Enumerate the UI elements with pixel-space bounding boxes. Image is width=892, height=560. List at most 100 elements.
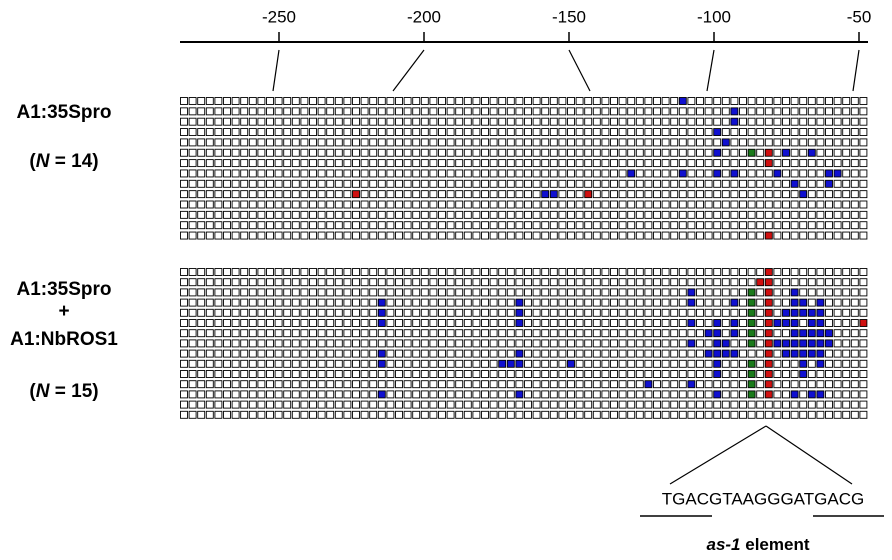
unmethylated-site: [610, 179, 618, 188]
unmethylated-site: [498, 329, 507, 338]
unmethylated-site: [618, 159, 627, 168]
unmethylated-site: [506, 128, 515, 137]
unmethylated-site: [291, 380, 300, 389]
unmethylated-site: [360, 359, 369, 368]
methylated-site: [799, 359, 808, 368]
unmethylated-site: [498, 278, 507, 287]
methylated-site: [377, 359, 386, 368]
unmethylated-site: [739, 278, 747, 287]
unmethylated-site: [773, 390, 782, 399]
unmethylated-site: [326, 117, 335, 126]
unmethylated-site: [283, 159, 292, 168]
unmethylated-site: [248, 288, 257, 297]
unmethylated-site: [343, 298, 352, 307]
methylated-site: [782, 308, 790, 317]
unmethylated-site: [420, 329, 429, 338]
unmethylated-site: [696, 329, 704, 338]
unmethylated-site: [214, 298, 223, 307]
unmethylated-site: [326, 190, 335, 199]
unmethylated-site: [773, 329, 782, 338]
unmethylated-site: [567, 210, 575, 219]
unmethylated-site: [610, 410, 618, 419]
unmethylated-site: [334, 200, 343, 209]
unmethylated-site: [429, 288, 438, 297]
unmethylated-site: [472, 190, 481, 199]
methylated-site: [816, 308, 825, 317]
unmethylated-site: [334, 390, 343, 399]
unmethylated-site: [653, 190, 661, 199]
unmethylated-site: [506, 380, 515, 389]
unmethylated-site: [704, 97, 713, 105]
unmethylated-site: [524, 390, 532, 399]
unmethylated-site: [377, 138, 386, 147]
unmethylated-site: [180, 370, 188, 378]
unmethylated-site: [438, 329, 446, 338]
methylated-site: [816, 329, 825, 338]
unmethylated-site: [506, 329, 515, 338]
unmethylated-site: [231, 349, 240, 358]
unmethylated-site: [558, 329, 567, 338]
unmethylated-site: [438, 308, 446, 317]
unmethylated-site: [266, 97, 274, 105]
unmethylated-site: [524, 359, 532, 368]
unmethylated-site: [446, 410, 455, 419]
unmethylated-site: [248, 221, 257, 230]
unmethylated-site: [739, 221, 747, 230]
unmethylated-site: [403, 107, 412, 116]
unmethylated-site: [635, 107, 644, 116]
unmethylated-site: [455, 231, 464, 240]
unmethylated-site: [214, 128, 223, 137]
unmethylated-site: [713, 268, 722, 276]
unmethylated-site: [799, 179, 808, 188]
unmethylated-site: [635, 370, 644, 378]
unmethylated-site: [386, 410, 395, 419]
unmethylated-site: [773, 298, 782, 307]
methylated-site: [825, 169, 833, 178]
unmethylated-site: [833, 298, 842, 307]
unmethylated-site: [644, 200, 653, 209]
unmethylated-site: [248, 319, 257, 327]
unmethylated-site: [721, 370, 730, 378]
unmethylated-site: [326, 97, 335, 105]
unmethylated-site: [369, 179, 378, 188]
unmethylated-site: [592, 148, 601, 157]
methylated-site: [549, 190, 558, 199]
unmethylated-site: [610, 380, 618, 389]
unmethylated-site: [764, 97, 773, 105]
unmethylated-site: [214, 339, 223, 348]
unmethylated-site: [352, 97, 360, 105]
unmethylated-site: [661, 288, 670, 297]
unmethylated-site: [266, 308, 274, 317]
methylated-site: [721, 339, 730, 348]
methylated-site: [782, 349, 790, 358]
unmethylated-site: [678, 349, 687, 358]
unmethylated-site: [635, 128, 644, 137]
unmethylated-site: [506, 97, 515, 105]
unmethylated-site: [412, 179, 421, 188]
unmethylated-site: [257, 117, 266, 126]
unmethylated-site: [558, 169, 567, 178]
unmethylated-site: [661, 117, 670, 126]
unmethylated-site: [266, 138, 274, 147]
unmethylated-site: [412, 380, 421, 389]
unmethylated-site: [326, 380, 335, 389]
unmethylated-site: [584, 268, 593, 276]
unmethylated-site: [248, 190, 257, 199]
unmethylated-site: [197, 97, 206, 105]
unmethylated-site: [352, 390, 360, 399]
unmethylated-site: [730, 159, 739, 168]
unmethylated-site: [713, 97, 722, 105]
unmethylated-site: [266, 210, 274, 219]
unmethylated-site: [455, 278, 464, 287]
unmethylated-site: [386, 97, 395, 105]
unmethylated-site: [567, 288, 575, 297]
unmethylated-site: [592, 179, 601, 188]
unmethylated-site: [713, 298, 722, 307]
unmethylated-site: [661, 231, 670, 240]
unmethylated-site: [309, 128, 317, 137]
unmethylated-site: [618, 349, 627, 358]
unmethylated-site: [549, 138, 558, 147]
unmethylated-site: [575, 148, 584, 157]
unmethylated-site: [833, 190, 842, 199]
unmethylated-site: [412, 128, 421, 137]
